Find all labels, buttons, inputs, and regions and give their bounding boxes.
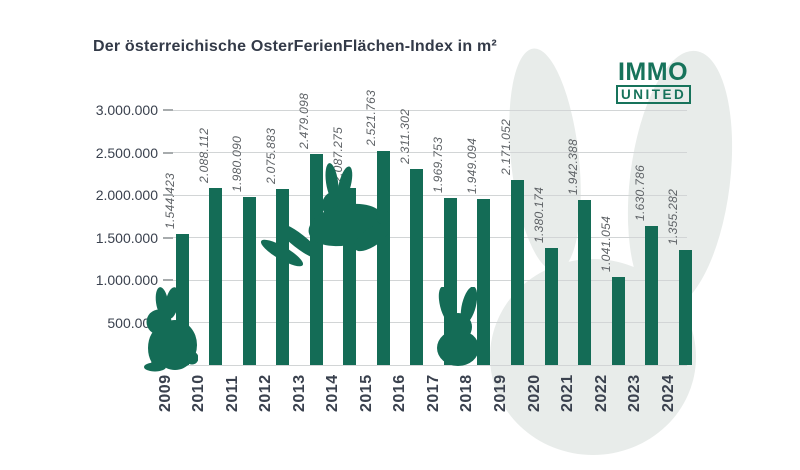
x-axis-label-2015: 2015 bbox=[357, 374, 375, 412]
bar-value-label: 1.041.054 bbox=[599, 215, 614, 272]
x-axis-label-2022: 2022 bbox=[592, 374, 610, 412]
y-axis-label: 2.000.000 bbox=[95, 187, 158, 203]
y-axis-label: 1.500.000 bbox=[95, 229, 158, 246]
y-axis-label: 3.000.000 bbox=[95, 102, 158, 118]
bar-2023 bbox=[645, 226, 659, 365]
y-axis-label: 500.000 bbox=[107, 314, 158, 331]
bar-2011 bbox=[242, 196, 256, 365]
x-axis-label-2018: 2018 bbox=[458, 374, 476, 412]
x-axis-label-2010: 2010 bbox=[190, 374, 208, 412]
x-axis-label-2012: 2012 bbox=[257, 374, 275, 412]
gridline bbox=[163, 364, 687, 366]
bar-value-label: 1.544.423 bbox=[163, 172, 177, 229]
x-axis-label-2019: 2019 bbox=[492, 374, 509, 412]
x-axis-label-2013: 2013 bbox=[290, 374, 308, 412]
gridline bbox=[163, 152, 687, 153]
bar-value-label: 2.171.052 bbox=[498, 119, 513, 176]
bar-value-label: 1.980.090 bbox=[230, 135, 245, 192]
x-axis-label-2009: 2009 bbox=[156, 374, 174, 412]
x-axis-label-2020: 2020 bbox=[525, 374, 543, 412]
bar-2016 bbox=[410, 168, 424, 365]
bar-value-label: 2.088.112 bbox=[196, 127, 211, 183]
y-axis-tick bbox=[163, 279, 173, 281]
bar-value-label: 1.355.282 bbox=[666, 188, 681, 245]
gridline bbox=[163, 194, 687, 196]
bar-value-label: 2.479.098 bbox=[297, 93, 312, 150]
bar-2024 bbox=[678, 249, 692, 365]
x-axis-label-2014: 2014 bbox=[324, 374, 342, 412]
logo-text-immo: IMMO bbox=[617, 58, 689, 86]
bar-value-label: 1.949.094 bbox=[464, 138, 479, 195]
bar-2015 bbox=[376, 150, 390, 365]
x-axis-label-2017: 2017 bbox=[424, 374, 442, 412]
x-axis-label-2024: 2024 bbox=[659, 374, 677, 412]
bar-value-label: 1.380.174 bbox=[532, 186, 547, 243]
y-axis-tick bbox=[163, 109, 173, 111]
bar-value-label: 2.521.763 bbox=[364, 89, 379, 146]
bar-2022 bbox=[611, 276, 625, 365]
bar-value-label: 2.311.302 bbox=[397, 108, 412, 164]
gridline bbox=[163, 322, 687, 323]
leaping-rabbit-icon bbox=[260, 163, 390, 267]
bar-2018 bbox=[477, 199, 491, 365]
bar-value-label: 1.630.786 bbox=[632, 165, 647, 222]
y-axis-label: 2.500.000 bbox=[95, 144, 158, 161]
y-axis-tick bbox=[163, 236, 173, 239]
bar-2013 bbox=[309, 154, 323, 365]
y-axis-tick bbox=[163, 194, 173, 196]
x-axis-label-2021: 2021 bbox=[559, 374, 577, 412]
x-axis-label-2023: 2023 bbox=[626, 374, 644, 412]
immo-united-logo: IMMO UNITED bbox=[616, 58, 692, 104]
gridline bbox=[163, 279, 687, 281]
bar-value-label: 1.969.753 bbox=[431, 136, 446, 193]
rear-view-rabbit-icon bbox=[437, 287, 479, 366]
bar-2019 bbox=[511, 180, 524, 365]
gridline bbox=[163, 237, 687, 238]
x-axis-label-2016: 2016 bbox=[391, 374, 409, 412]
y-axis-label: 1.000.000 bbox=[95, 272, 158, 288]
sitting-rabbit-icon bbox=[144, 287, 198, 372]
bar-2021 bbox=[578, 199, 592, 365]
page-title: Der österreichische OsterFerienFlächen-I… bbox=[93, 38, 497, 55]
x-axis-label-2011: 2011 bbox=[223, 375, 241, 412]
bar-2010 bbox=[209, 187, 223, 365]
y-axis-tick bbox=[163, 151, 173, 154]
logo-text-united: UNITED bbox=[616, 85, 692, 104]
bar-2020 bbox=[544, 247, 558, 365]
bar-value-label: 1.942.388 bbox=[565, 138, 580, 195]
gridline bbox=[163, 109, 687, 111]
background-rabbit-head-silhouette bbox=[490, 48, 733, 455]
